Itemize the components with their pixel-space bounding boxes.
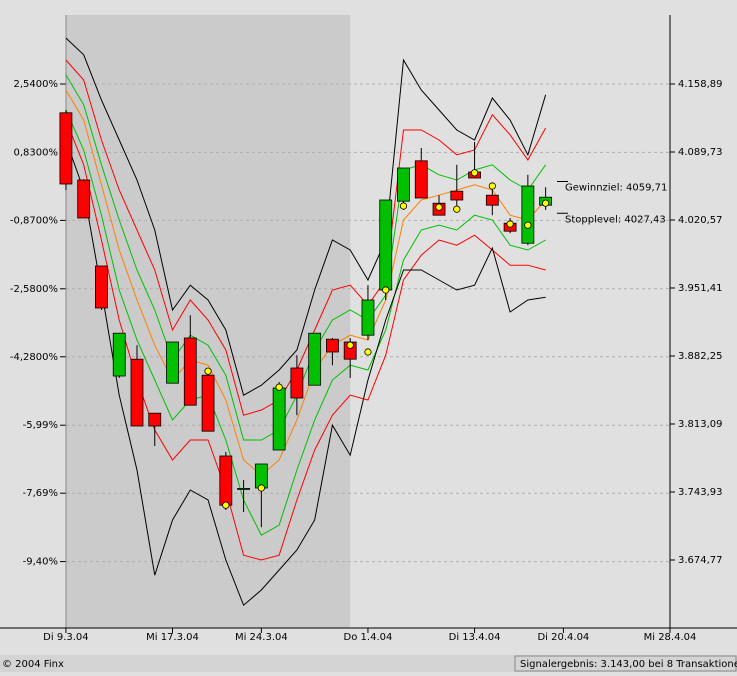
y-tick-label: 0,8300% <box>14 147 59 158</box>
signal-dot <box>506 220 514 228</box>
candle-body <box>414 160 428 199</box>
candle-body <box>290 367 304 399</box>
band-line <box>65 74 547 441</box>
x-tick-label: Mi 24.3.04 <box>235 632 288 643</box>
signal-dot <box>346 341 354 349</box>
band-line <box>65 89 547 476</box>
band-line <box>65 119 546 561</box>
candle-body <box>237 487 250 490</box>
y2-tick-label: 3.743,93 <box>678 487 723 498</box>
annotation-label: Gewinnziel: 4059,71 <box>565 183 667 194</box>
y2-tick-label: 3.674,77 <box>678 555 723 566</box>
candle-body <box>201 374 215 432</box>
band-line <box>65 139 546 607</box>
x-tick-label: Do 1.4.04 <box>344 632 393 643</box>
candle-body <box>272 387 286 451</box>
y-tick-label: -2,5800% <box>10 284 58 295</box>
y2-tick-label: 4.089,73 <box>678 147 723 158</box>
y-tick-label: -5,99% <box>23 420 58 431</box>
signal-dot <box>470 169 479 177</box>
candle-body <box>77 179 91 219</box>
candle-body <box>450 190 464 201</box>
summary-box <box>514 655 737 672</box>
band-line <box>65 59 547 416</box>
candle-body <box>183 337 197 406</box>
candle-body <box>148 412 162 427</box>
y-tick-label: -7,69% <box>23 488 58 499</box>
signal-dot <box>399 202 408 210</box>
y2-tick-label: 3.813,09 <box>678 419 723 430</box>
signal-dot <box>364 348 372 356</box>
band-line <box>65 109 546 536</box>
copyright: © 2004 Finx <box>2 659 64 670</box>
band-line <box>65 37 547 396</box>
candle-body <box>166 341 179 384</box>
y-tick-label: -0,8700% <box>10 215 58 226</box>
annotation-label: Stopplevel: 4027,43 <box>565 214 666 225</box>
candle-body <box>397 167 410 202</box>
highlight-region <box>65 15 351 628</box>
candle-body <box>521 185 535 244</box>
candle-body <box>130 358 144 427</box>
signal-dot <box>542 199 550 207</box>
candle-body <box>59 112 73 185</box>
candle-body <box>254 463 268 489</box>
signal-dot <box>204 367 212 375</box>
signal-dot <box>222 501 230 509</box>
candle-body <box>361 299 375 336</box>
signal-dot <box>488 182 496 190</box>
candle-body <box>112 332 126 377</box>
y2-tick-label: 3.882,25 <box>678 351 723 362</box>
candle-body <box>219 455 233 506</box>
candle-body <box>326 338 339 353</box>
signal-dot <box>435 203 443 211</box>
signal-dot <box>524 221 532 229</box>
candle-body <box>485 194 499 206</box>
y-tick-label: -9,40% <box>23 557 58 568</box>
y2-tick-label: 3.951,41 <box>678 283 723 294</box>
signal-dot <box>257 484 265 492</box>
y-tick-label: -4,2800% <box>10 352 58 363</box>
y2-tick-label: 4.020,57 <box>678 215 723 226</box>
signal-dot <box>382 286 390 294</box>
y2-tick-label: 4.158,89 <box>678 79 723 90</box>
signal-dot <box>275 383 283 391</box>
candle-body <box>95 265 108 309</box>
x-tick-label: Di 9.3.04 <box>43 632 88 643</box>
x-tick-label: Mi 17.3.04 <box>146 632 199 643</box>
candle-body <box>308 332 322 386</box>
signal-dot <box>453 205 461 213</box>
summary: Signalergebnis: 3.143,00 bei 8 Transakti… <box>520 659 737 670</box>
x-tick-label: Di 20.4.04 <box>537 632 589 643</box>
x-tick-label: Di 13.4.04 <box>449 632 501 643</box>
y-tick-label: 2,5400% <box>14 79 59 90</box>
x-tick-label: Mi 28.4.04 <box>644 632 697 643</box>
candle-body <box>379 199 393 291</box>
